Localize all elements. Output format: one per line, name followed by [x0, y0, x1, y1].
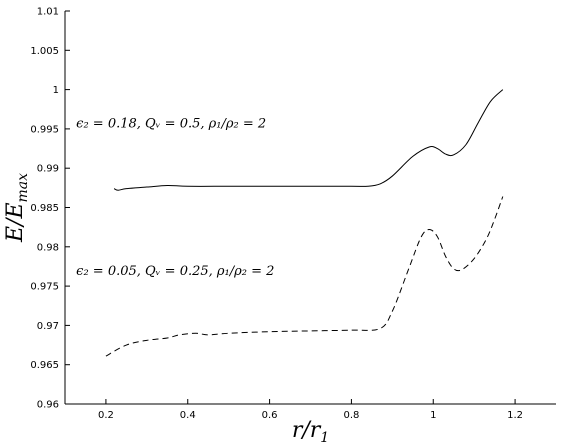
y-axis-label-subscript: max	[15, 173, 31, 203]
x-axis-label-main: r/r	[292, 418, 322, 443]
axis-labels: r/r1 E/Emax	[3, 173, 329, 446]
y-tick-label: 0.99	[37, 164, 59, 175]
x-tick-label: 0.2	[98, 410, 114, 421]
solid-series-annotation: ϵ₂ = 0.18, Qᵥ = 0.5, ρ₁/ρ₂ = 2	[76, 116, 266, 131]
annotations: ϵ₂ = 0.18, Qᵥ = 0.5, ρ₁/ρ₂ = 2 ϵ₂ = 0.05,…	[76, 116, 274, 279]
x-tick-label: 1	[430, 410, 436, 421]
y-tick-label: 0.985	[30, 203, 59, 214]
axes: 0.2 0.4 0.6 0.8 1 1.2 0.96 0.965 0.97 0.975 0.98 0.…	[30, 7, 556, 421]
y-axis-label-main: E/E	[3, 203, 28, 244]
y-tick-label: 0.995	[30, 124, 59, 135]
y-tick-label: 0.97	[37, 321, 59, 332]
y-tick-label: 1.005	[30, 46, 59, 57]
y-tick-label: 1	[53, 85, 59, 96]
y-tick-label: 0.96	[37, 400, 59, 411]
x-axis-label: r/r1	[292, 418, 329, 446]
x-tick-label: 1.2	[507, 410, 523, 421]
dashed-series-annotation: ϵ₂ = 0.05, Qᵥ = 0.25, ρ₁/ρ₂ = 2	[76, 264, 274, 279]
x-tick-label: 0.8	[343, 410, 359, 421]
solid-series-line	[113, 89, 504, 191]
y-tick-label: 1.01	[37, 7, 59, 18]
y-tick-label: 0.98	[37, 242, 59, 253]
x-axis-label-subscript: 1	[320, 430, 329, 446]
x-tick-label: 0.4	[180, 410, 196, 421]
y-tick-label: 0.965	[30, 360, 59, 371]
x-tick-label: 0.6	[262, 410, 278, 421]
y-axis-label: E/Emax	[3, 173, 31, 243]
series-group	[105, 89, 504, 357]
y-tick-label: 0.975	[30, 282, 59, 293]
